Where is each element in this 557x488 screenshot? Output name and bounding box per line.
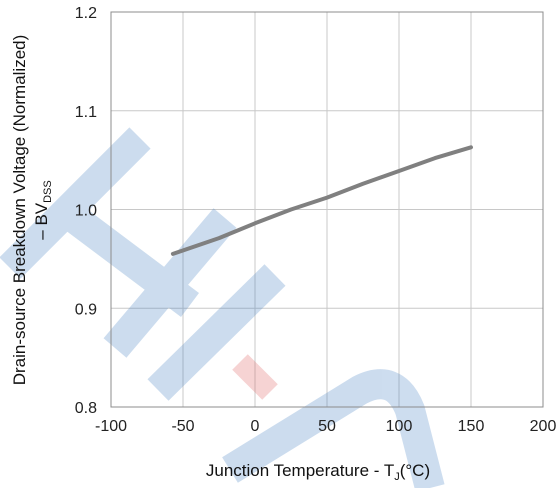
watermark-stroke-1: [0, 127, 151, 279]
watermark-stroke-2: [61, 203, 199, 317]
x-tick-label-4: 100: [386, 418, 413, 435]
watermark-accent: [232, 354, 278, 400]
y-axis-label-line1: Drain-source Breakdown Voltage (Normaliz…: [10, 35, 29, 386]
watermark-logo: [0, 127, 445, 488]
y-axis-label: Drain-source Breakdown Voltage (Normaliz…: [10, 35, 54, 386]
watermark-stroke-5: [222, 369, 445, 488]
y-tick-label-0: 0.8: [75, 400, 97, 417]
plot-area: [110, 11, 544, 408]
series-group: [170, 145, 473, 256]
x-axis-label: Junction Temperature - TJ(°C): [206, 461, 430, 483]
watermark-stroke-4: [147, 264, 286, 401]
x-tick-label-0: -100: [95, 418, 127, 435]
x-tick-label-1: -50: [171, 418, 194, 435]
y-tick-label-3: 1.1: [75, 104, 97, 121]
x-tick-label-6: 200: [530, 418, 557, 435]
y-tick-labels: 0.8 0.9 1.0 1.1 1.2: [75, 5, 97, 417]
y-tick-label-2: 1.0: [75, 203, 97, 220]
x-tick-label-2: 0: [251, 418, 260, 435]
y-axis-label-line2: – BVDSS: [32, 180, 54, 239]
grid: [110, 11, 544, 408]
y-tick-label-1: 0.9: [75, 301, 97, 318]
x-tick-labels: -100 -50 0 50 100 150 200: [95, 418, 556, 435]
x-tick-label-3: 50: [318, 418, 336, 435]
x-axis-label-subscript: J: [394, 471, 400, 483]
y-tick-label-4: 1.2: [75, 5, 97, 22]
x-tick-label-5: 150: [458, 418, 485, 435]
y-axis-label-subscript: DSS: [42, 180, 54, 203]
x-axis-label-unit: (°C): [400, 461, 430, 480]
watermark-stroke-3: [103, 208, 237, 358]
plot-border: [110, 11, 544, 408]
series-line-0: [170, 145, 473, 256]
